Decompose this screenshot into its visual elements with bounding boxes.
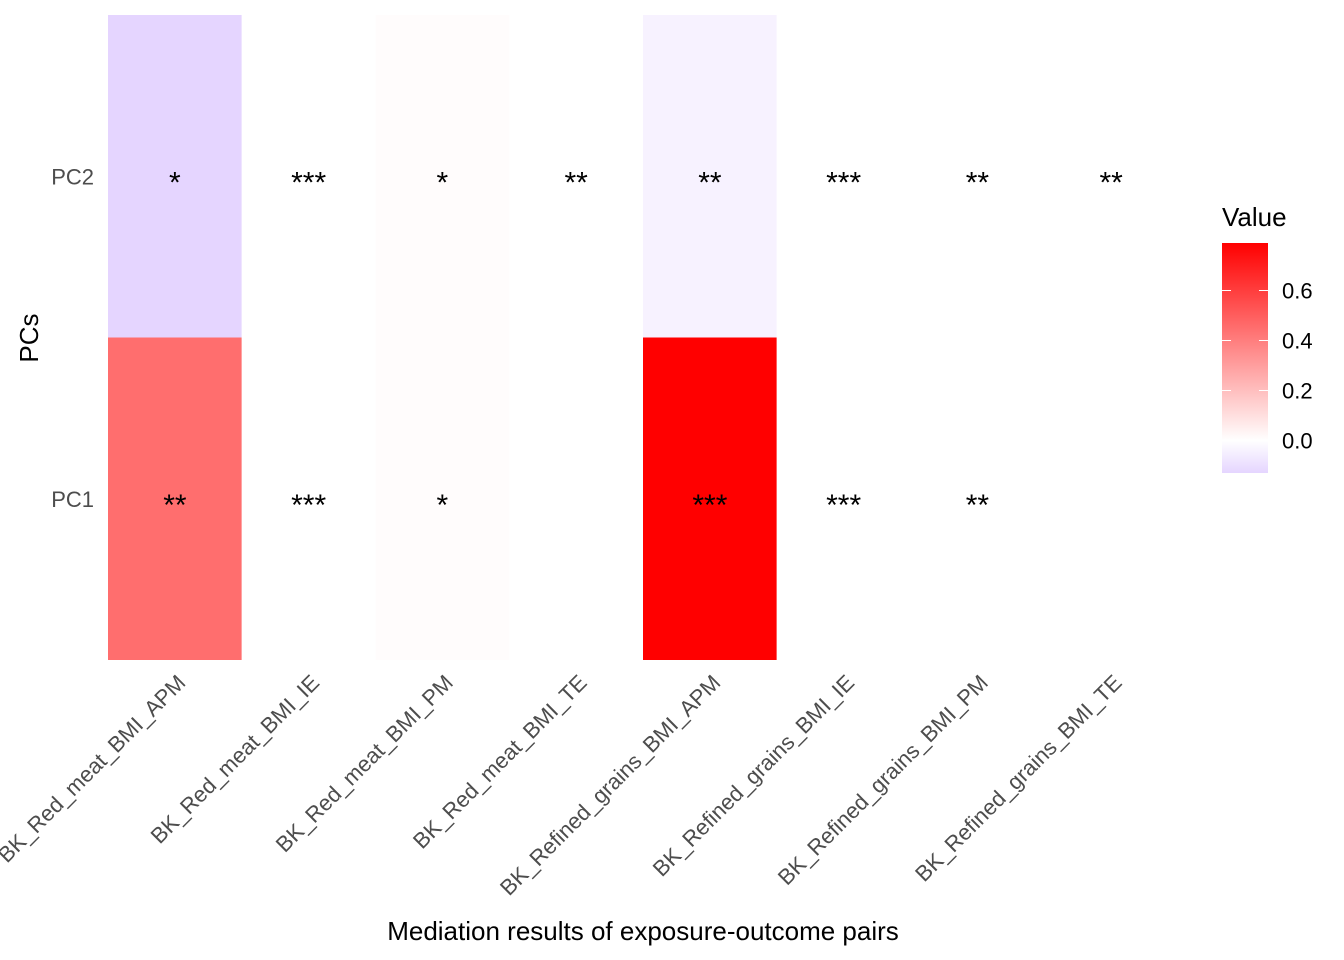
y-axis-ticks: PC1 PC2 bbox=[51, 164, 94, 512]
heatmap-cell bbox=[1044, 337, 1178, 660]
heatmap-cell bbox=[509, 337, 643, 660]
significance-label: ** bbox=[1099, 166, 1123, 199]
legend-color-bar bbox=[1222, 243, 1268, 473]
significance-label: ** bbox=[966, 489, 990, 522]
legend-ticks: 0.0 0.2 0.4 0.6 bbox=[1222, 279, 1313, 454]
heatmap-cells bbox=[108, 15, 1178, 660]
y-tick-label: PC1 bbox=[51, 487, 94, 512]
heatmap-cell bbox=[643, 15, 777, 338]
x-axis-ticks: BK_Red_meat_BMI_APMBK_Red_meat_BMI_IEBK_… bbox=[0, 670, 1127, 900]
significance-label: * bbox=[169, 166, 181, 199]
x-tick-label: BK_Refined_grains_BMI_PM bbox=[773, 670, 993, 890]
heatmap-cell bbox=[910, 337, 1045, 660]
legend-title: Value bbox=[1222, 202, 1287, 232]
heatmap-cell bbox=[910, 15, 1045, 338]
heatmap-cell bbox=[241, 15, 376, 338]
significance-label: ** bbox=[698, 166, 722, 199]
significance-label: *** bbox=[692, 489, 727, 522]
y-tick-label: PC2 bbox=[51, 164, 94, 189]
legend-tick-label: 0.2 bbox=[1282, 379, 1313, 404]
color-legend: Value 0.0 0.2 0.4 0.6 bbox=[1222, 202, 1313, 473]
heatmap-cell bbox=[108, 337, 242, 660]
legend-tick-label: 0.0 bbox=[1282, 429, 1313, 454]
heatmap-cell bbox=[509, 15, 643, 338]
x-axis-title: Mediation results of exposure-outcome pa… bbox=[387, 916, 899, 946]
heatmap-cell bbox=[643, 337, 777, 660]
heatmap-cell bbox=[241, 337, 376, 660]
significance-label: * bbox=[437, 489, 449, 522]
significance-annotations: ** *** * *** *** *** *** * ** ** *** ** ** bbox=[163, 166, 1123, 522]
heatmap-cell bbox=[776, 337, 911, 660]
heatmap-cell bbox=[108, 15, 242, 338]
heatmap-cell bbox=[776, 15, 911, 338]
heatmap-cell bbox=[375, 15, 510, 338]
significance-label: * bbox=[437, 166, 449, 199]
significance-label: *** bbox=[291, 166, 326, 199]
x-tick-label: BK_Refined_grains_BMI_APM bbox=[495, 670, 725, 900]
significance-label: ** bbox=[966, 166, 990, 199]
significance-label: *** bbox=[291, 489, 326, 522]
significance-label: ** bbox=[564, 166, 588, 199]
significance-label: *** bbox=[826, 489, 861, 522]
significance-label: *** bbox=[826, 166, 861, 199]
legend-tick-label: 0.4 bbox=[1282, 329, 1313, 354]
heatmap-cell bbox=[375, 337, 510, 660]
y-axis-title: PCs bbox=[14, 313, 44, 362]
legend-tick-label: 0.6 bbox=[1282, 279, 1313, 304]
significance-label: ** bbox=[163, 489, 187, 522]
heatmap-cell bbox=[1044, 15, 1178, 338]
